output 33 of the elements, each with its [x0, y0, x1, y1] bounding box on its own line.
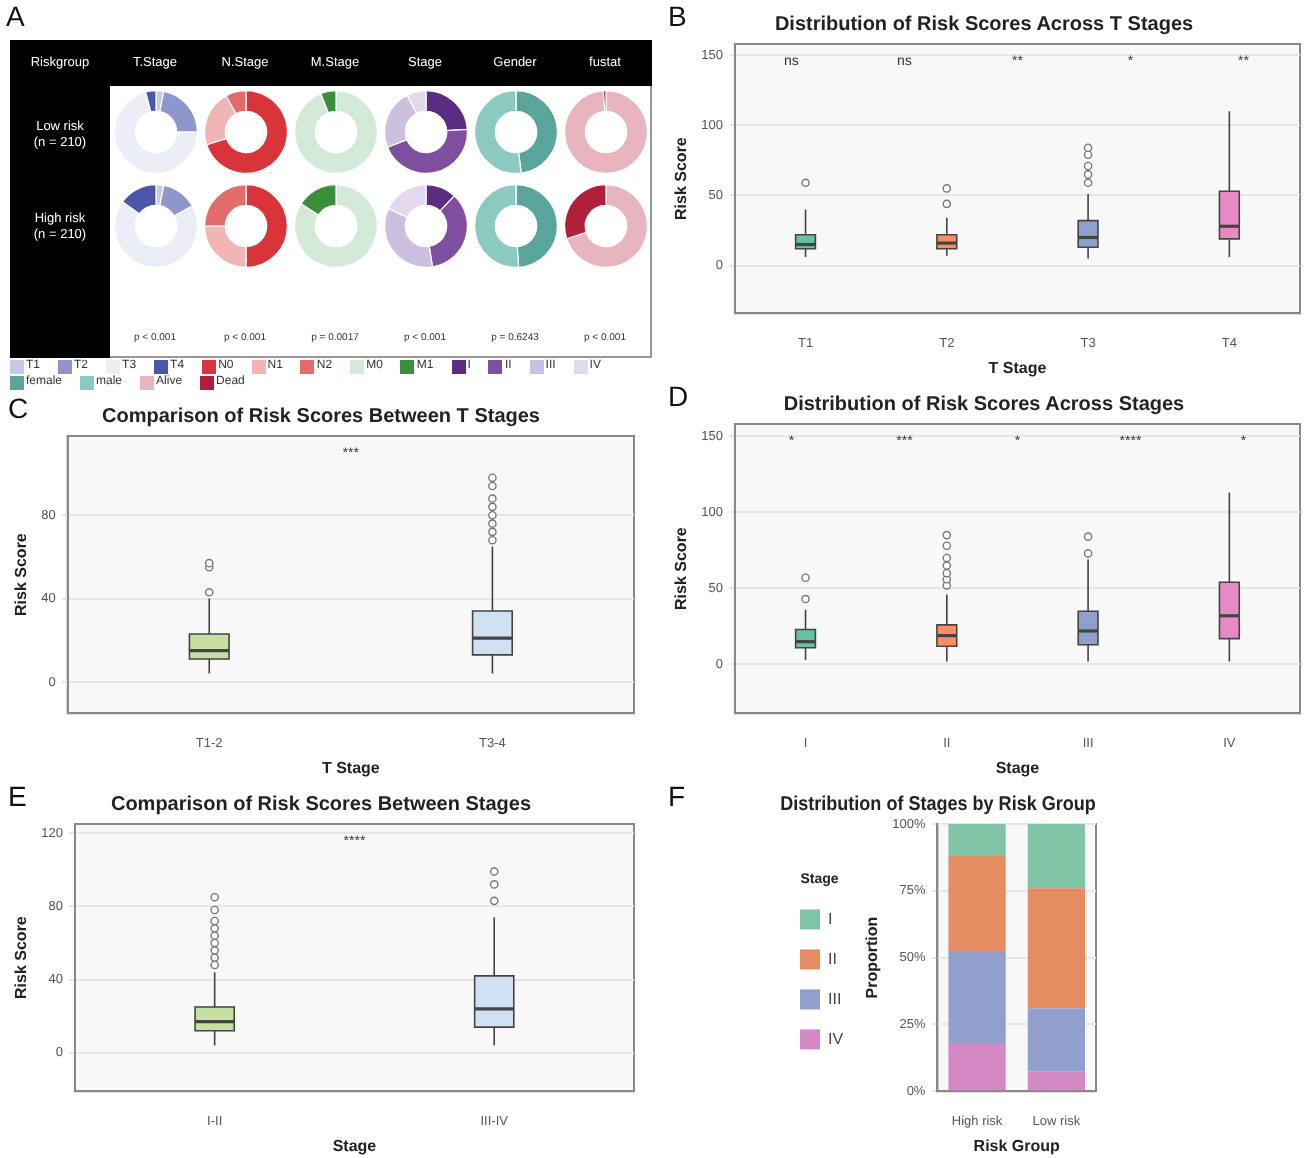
chart-title: Distribution of Risk Scores Across Stages [783, 393, 1186, 416]
bar [1027, 1071, 1085, 1091]
bar [948, 1043, 1006, 1091]
bar [1027, 824, 1085, 889]
bar [948, 824, 1006, 857]
chart-title: Comparison of Risk Scores Between T Stages [102, 405, 541, 428]
legend-label: IV [828, 1029, 845, 1048]
bar [1027, 1008, 1085, 1072]
x-axis-title: Stage [995, 758, 1041, 777]
y-axis-title: Risk Score [672, 136, 691, 220]
legend-label: II [828, 949, 837, 968]
x-axis-title: Risk Group [973, 1136, 1061, 1155]
bar [1027, 888, 1085, 1009]
chart-title: Distribution of Risk Scores Across T Stages [774, 13, 1194, 36]
chart-title: Comparison of Risk Scores Between Stages [110, 793, 532, 816]
text: E [8, 779, 27, 812]
text: D [668, 379, 689, 412]
chart-title: Distribution of Stages by Risk Group [780, 792, 1097, 816]
y-axis-title: Risk Score [672, 526, 691, 610]
y-axis-title: Proportion [863, 916, 882, 999]
x-axis-title: T Stage [321, 758, 381, 777]
x-axis-title: Stage [332, 1136, 378, 1155]
y-axis-title: Risk Score [12, 915, 31, 999]
x-axis-title: T Stage [988, 358, 1048, 377]
legend-label: III [828, 989, 842, 1008]
bar [948, 856, 1006, 951]
text: A [6, 0, 25, 32]
text: B [668, 0, 687, 32]
text: C [8, 391, 29, 424]
y-axis-title: Risk Score [12, 532, 31, 616]
text: F [668, 779, 686, 812]
bar [948, 950, 1006, 1044]
legend-label: I [828, 909, 833, 928]
